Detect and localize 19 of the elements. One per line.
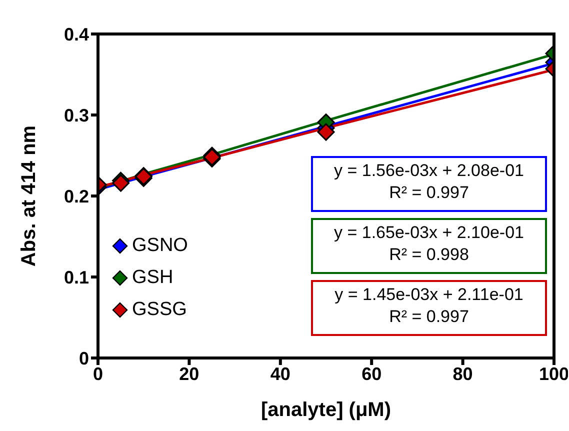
- y-tick-label: 0.2: [64, 186, 89, 206]
- x-tick-label: 80: [452, 364, 473, 384]
- annotation: y = 1.45e-03x + 2.11e-01 R² = 0.997: [311, 280, 547, 336]
- legend-label: GSNO: [132, 234, 188, 258]
- y-tick-label: 0.4: [64, 24, 89, 44]
- y-tick-label: 0: [78, 348, 89, 368]
- x-tick-label: 60: [362, 364, 382, 384]
- x-tick-label: 20: [179, 364, 200, 384]
- legend-label: GSSG: [132, 298, 187, 322]
- legend-label: GSH: [132, 266, 174, 290]
- x-tick-label: 100: [538, 364, 569, 384]
- x-tick-label: 0: [92, 364, 104, 384]
- annotation: y = 1.65e-03x + 2.10e-01 R² = 0.998: [311, 218, 547, 274]
- x-axis-title: [analyte] (μM): [260, 399, 392, 421]
- annotation: y = 1.56e-03x + 2.08e-01 R² = 0.997: [311, 156, 547, 212]
- x-tick-label: 40: [270, 364, 290, 384]
- y-tick-label: 0.1: [64, 267, 89, 288]
- y-tick-label: 0.3: [64, 105, 89, 126]
- y-axis-title: Abs. at 414 nm: [18, 125, 40, 267]
